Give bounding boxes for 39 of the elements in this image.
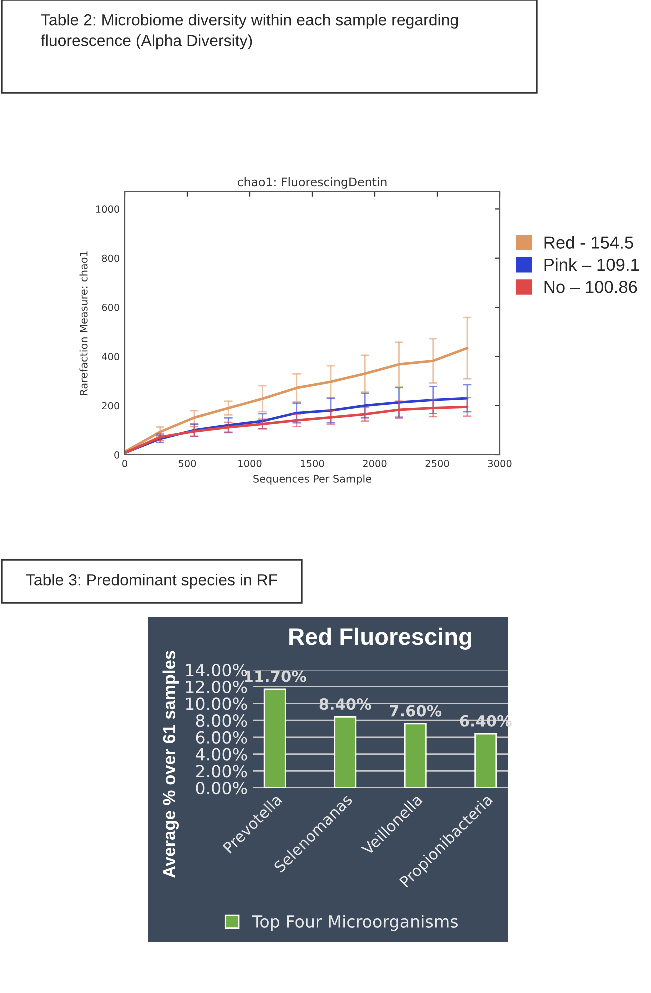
x-tick-label: 0 [122, 460, 128, 468]
y-axis-title: Rarefaction Measure: chao1 [80, 252, 88, 396]
bar [334, 716, 357, 788]
bar [474, 733, 498, 788]
bar [404, 723, 427, 788]
y-tick-label: 14.00% [186, 664, 248, 677]
y-tick-label: 0 [114, 451, 120, 459]
y-tick-label: 0.00% [196, 782, 248, 795]
x-tick-label: 1000 [238, 460, 262, 468]
line-series [125, 347, 469, 453]
bar [264, 688, 286, 788]
caption: Table 2: Microbiome diversity within each sample regarding fluorescence (Alpha Diversity) [41, 14, 458, 50]
caption: Table 3: Predominant species in RF [26, 574, 278, 589]
y-tick-label: 8.00% [196, 714, 248, 728]
y-tick-label: 4.00% [196, 748, 248, 761]
x-tick-label: 2500 [426, 460, 450, 468]
data-label: 11.70% [245, 670, 306, 682]
y-tick-label: 10.00% [186, 698, 248, 710]
y-tick-label: 1000 [96, 206, 120, 214]
y-tick-label: 400 [102, 353, 120, 361]
x-tick-label: 1500 [301, 460, 324, 468]
y-tick-label: 2.00% [196, 765, 248, 778]
legend-label: No – 100.86 [544, 281, 638, 294]
legend-label: Pink – 109.1 [544, 258, 640, 272]
y-tick-label: 800 [102, 254, 120, 262]
x-tick-label: 500 [178, 460, 196, 468]
x-tick-label: 3000 [488, 460, 512, 468]
y-axis-title: Average % over 61 samples [162, 651, 180, 878]
y-tick-label: 12.00% [186, 680, 248, 694]
x-tick-label: 2000 [363, 460, 387, 468]
x-axis-title: Sequences Per Sample [254, 474, 372, 485]
y-tick-label: 600 [102, 304, 120, 312]
y-tick-label: 6.00% [196, 731, 248, 744]
legend-label: Top Four Microorganisms [252, 915, 458, 932]
y-tick-label: 200 [102, 402, 120, 410]
chart-title: Red Fluorescing [290, 628, 472, 650]
data-label: 7.60% [390, 705, 442, 717]
legend-label: Red - 154.5 [544, 236, 634, 249]
chart-title: chao1: FluorescingDentin [238, 177, 387, 189]
